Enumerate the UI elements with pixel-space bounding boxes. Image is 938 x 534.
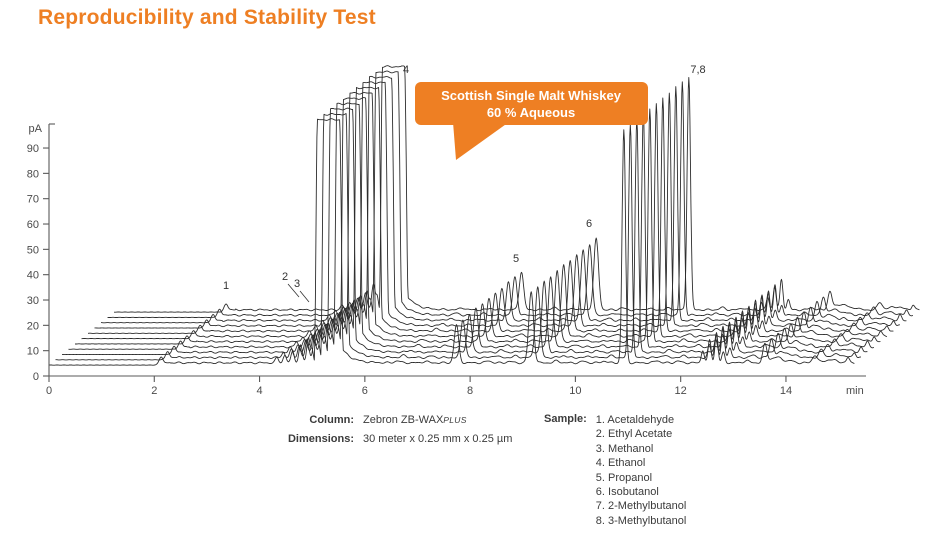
svg-text:30: 30 bbox=[27, 295, 39, 307]
svg-text:5: 5 bbox=[513, 253, 519, 265]
dimensions-value: 30 meter x 0.25 mm x 0.25 µm bbox=[363, 433, 513, 445]
svg-text:50: 50 bbox=[27, 244, 39, 256]
svg-text:pA: pA bbox=[29, 123, 43, 135]
callout-tail bbox=[453, 122, 509, 160]
callout-line1: Scottish Single Malt Whiskey bbox=[441, 88, 622, 103]
column-value-main: Zebron ZB-WAX bbox=[363, 414, 444, 426]
svg-text:8: 8 bbox=[467, 385, 473, 397]
svg-text:14: 14 bbox=[780, 385, 792, 397]
svg-text:4: 4 bbox=[403, 64, 409, 76]
callout: Scottish Single Malt Whiskey 60 % Aqueou… bbox=[415, 82, 648, 160]
sample-legend: Sample: 1. Acetaldehyde 2. Ethyl Acetate… bbox=[544, 413, 686, 528]
page-title: Reproducibility and Stability Test bbox=[38, 6, 376, 29]
column-value-suffix: PLUS bbox=[443, 415, 467, 425]
callout-line2: 60 % Aqueous bbox=[487, 105, 575, 120]
svg-text:2: 2 bbox=[282, 271, 288, 283]
sample-item: 5. Propanol bbox=[595, 471, 653, 484]
sample-item: 8. 3-Methylbutanol bbox=[595, 514, 687, 527]
svg-text:6: 6 bbox=[362, 385, 368, 397]
sample-item: 6. Isobutanol bbox=[595, 486, 659, 499]
svg-text:80: 80 bbox=[27, 168, 39, 180]
svg-text:20: 20 bbox=[27, 320, 39, 332]
svg-text:4: 4 bbox=[256, 385, 262, 397]
svg-text:7,8: 7,8 bbox=[690, 64, 705, 76]
sample-item: 3. Methanol bbox=[595, 442, 654, 455]
svg-text:60: 60 bbox=[27, 219, 39, 231]
column-value: Zebron ZB-WAXPLUS bbox=[363, 414, 467, 426]
svg-text:0: 0 bbox=[33, 371, 39, 383]
sample-item: 4. Ethanol bbox=[595, 457, 646, 470]
svg-text:2: 2 bbox=[151, 385, 157, 397]
svg-text:1: 1 bbox=[223, 280, 229, 292]
svg-text:90: 90 bbox=[27, 143, 39, 155]
sample-label: Sample: bbox=[544, 413, 587, 425]
sample-list: 1. Acetaldehyde 2. Ethyl Acetate 3. Meth… bbox=[596, 413, 687, 528]
dimensions-row: Dimensions: 30 meter x 0.25 mm x 0.25 µm bbox=[236, 433, 666, 446]
svg-text:min: min bbox=[846, 385, 864, 397]
chromatogram-traces bbox=[48, 65, 920, 366]
column-row: Column: Zebron ZB-WAXPLUS bbox=[236, 414, 666, 427]
sample-item: 1. Acetaldehyde bbox=[595, 414, 675, 426]
svg-text:10: 10 bbox=[27, 346, 39, 358]
sample-item: 7. 2-Methylbutanol bbox=[595, 500, 687, 513]
callout-box bbox=[415, 82, 648, 125]
sample-item: 2. Ethyl Acetate bbox=[595, 428, 673, 441]
column-label: Column: bbox=[309, 414, 354, 426]
svg-text:6: 6 bbox=[586, 218, 592, 230]
svg-text:3: 3 bbox=[294, 278, 300, 290]
svg-text:70: 70 bbox=[27, 194, 39, 206]
svg-text:0: 0 bbox=[46, 385, 52, 397]
svg-text:12: 12 bbox=[675, 385, 687, 397]
svg-text:10: 10 bbox=[569, 385, 581, 397]
svg-text:40: 40 bbox=[27, 270, 39, 282]
dimensions-label: Dimensions: bbox=[287, 433, 354, 445]
